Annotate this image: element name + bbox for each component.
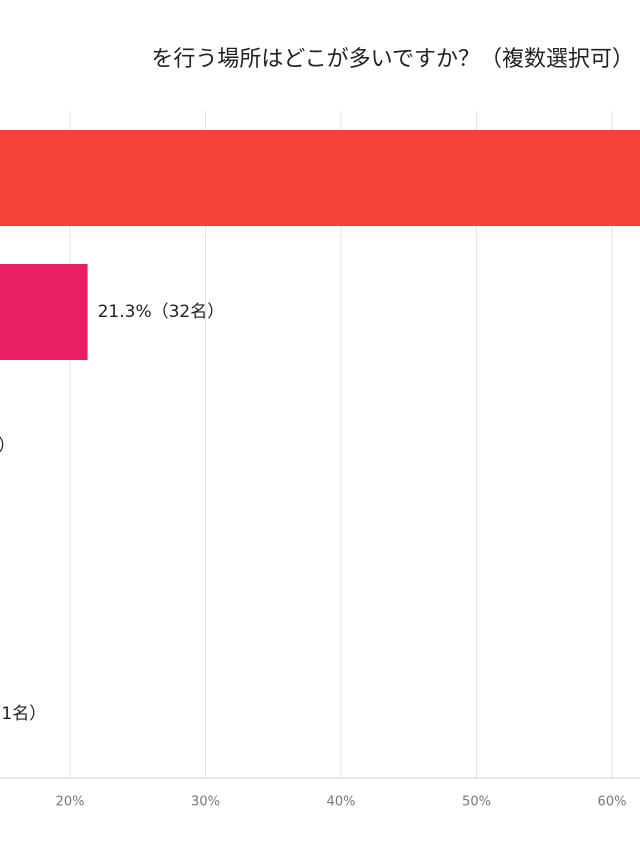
data-label: 21.3%（32名） [98, 302, 225, 322]
x-tick-label: 50% [462, 795, 491, 810]
x-tick-label: 40% [327, 795, 356, 810]
data-label: 1名） [1, 704, 46, 724]
bar [0, 130, 640, 226]
x-tick-label: 30% [191, 795, 220, 810]
x-tick-label: 60% [598, 795, 627, 810]
bar [0, 264, 88, 360]
data-label: 名） [0, 436, 15, 456]
chart-title: を行う場所はどこが多いですか？（複数選択可） [151, 47, 634, 72]
x-tick-label: 20% [56, 795, 85, 810]
